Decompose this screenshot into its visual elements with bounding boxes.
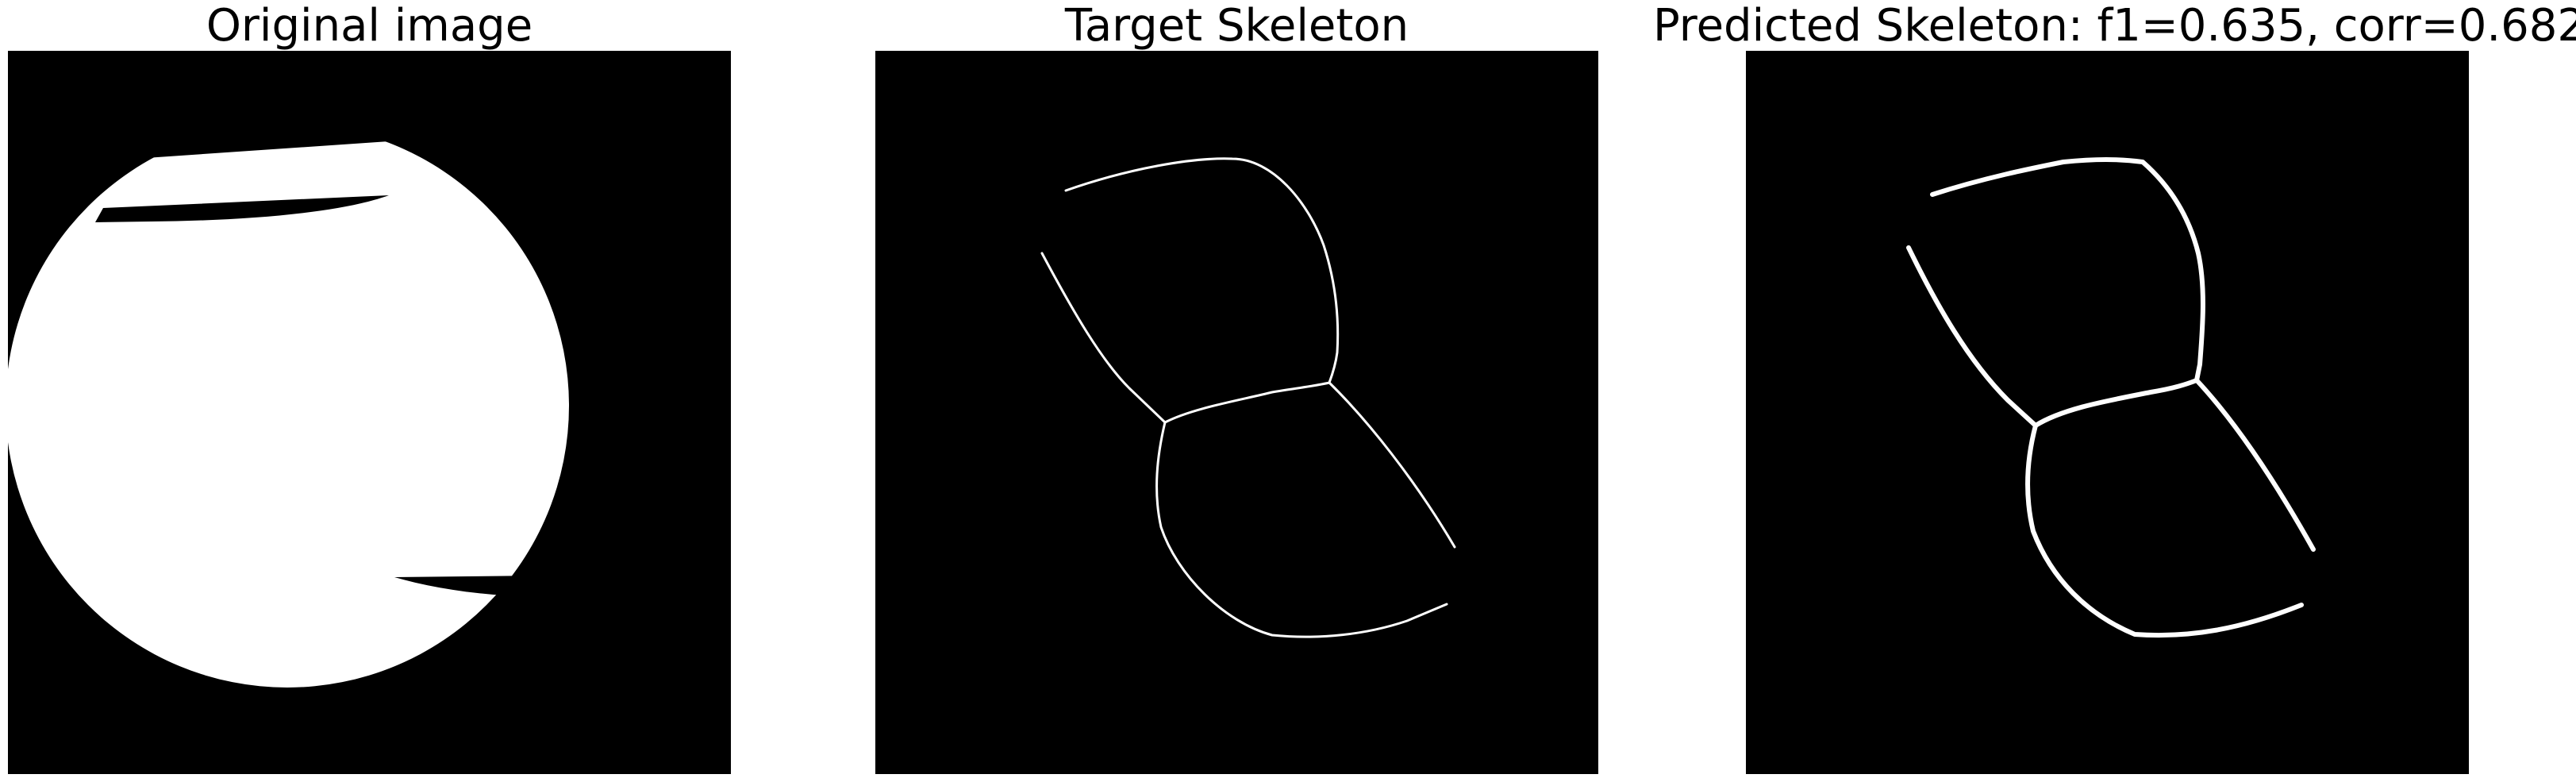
panel-title-original: Original image: [206, 0, 533, 52]
panel-title-target: Target Skeleton: [1064, 0, 1409, 52]
original-image-panel: [8, 51, 731, 774]
original-image-canvas: [8, 51, 731, 774]
predicted-left-upper-branch: [1906, 245, 2038, 428]
skeleton-upper-arc: [1064, 157, 1340, 384]
predicted-bridge: [2033, 378, 2199, 428]
target-skeleton-canvas: [1040, 157, 1456, 638]
panel-title-predicted: Predicted Skeleton: f1=0.635, corr=0.682: [1653, 0, 2576, 52]
predicted-upper-arc: [1930, 157, 2205, 383]
skeleton-bridge: [1163, 381, 1331, 424]
target-skeleton-panel: [875, 51, 1598, 774]
black-slit-top: [95, 195, 389, 222]
predicted-skeleton-canvas: [1906, 157, 2316, 638]
predicted-lower-arc: [2024, 423, 2304, 638]
predicted-right-lower-branch: [2194, 378, 2316, 552]
skeleton-lower-arc: [1155, 421, 1448, 638]
black-slit-bottom: [394, 575, 611, 598]
black-notch-top: [111, 51, 389, 160]
black-notch-bottom: [520, 599, 731, 774]
skeleton-left-upper-branch: [1040, 252, 1167, 424]
skeleton-right-lower-branch: [1328, 381, 1456, 549]
predicted-skeleton-panel: [1746, 51, 2469, 774]
white-disk: [8, 124, 569, 688]
